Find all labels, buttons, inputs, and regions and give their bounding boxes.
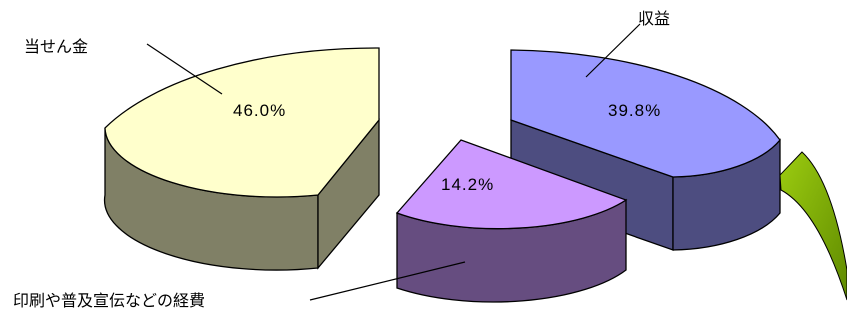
data-label-shueki: 39.8%	[608, 101, 661, 120]
slice-tousenkin	[103, 47, 380, 271]
leader-line-keihi	[309, 261, 466, 301]
accent-edge	[779, 151, 847, 301]
data-label-keihi: 14.2%	[441, 175, 494, 194]
category-label-tousenkin: 当せん金	[24, 37, 88, 56]
slice-keihi	[395, 139, 628, 303]
data-label-tousenkin: 46.0%	[233, 101, 286, 120]
leader-line-shueki	[585, 23, 641, 78]
slice-shueki-top	[510, 49, 781, 178]
slice-tousenkin-top	[104, 47, 380, 198]
slice-keihi-top	[395, 139, 628, 230]
leader-line-tousenkin	[146, 43, 223, 95]
category-label-keihi: 印刷や普及宣伝などの経費	[13, 291, 205, 310]
slice-shueki	[510, 49, 781, 251]
category-label-shueki: 収益	[638, 9, 670, 28]
